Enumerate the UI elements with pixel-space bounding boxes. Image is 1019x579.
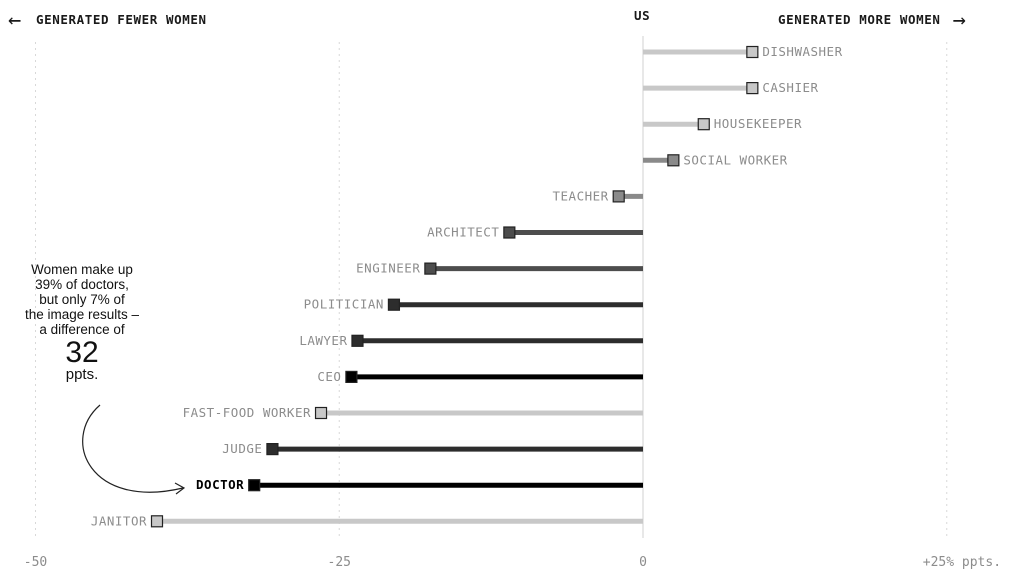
x-tick-label: -25 [328, 555, 351, 570]
annotation-unit: ppts. [65, 366, 99, 383]
category-label: SOCIAL WORKER [683, 152, 787, 167]
annotation-line-5: a difference of [39, 322, 125, 337]
marker [266, 443, 279, 456]
annotation-line-4: the image results – [24, 307, 140, 322]
tick-layer: -50 -25 0 +25% ppts. [24, 555, 1001, 570]
marker [387, 298, 401, 311]
marker [351, 334, 364, 347]
marker [424, 262, 437, 275]
x-tick-label: -50 [24, 555, 47, 570]
marker [667, 154, 680, 167]
right-arrow-icon: → [952, 8, 967, 33]
doctor-annotation: Women make up 39% of doctors, but only 7… [16, 262, 148, 382]
category-label: HOUSEKEEPER [714, 116, 802, 131]
category-label: POLITICIAN [304, 297, 384, 312]
x-tick-label: 0 [639, 555, 647, 570]
marker [697, 118, 710, 131]
marker [150, 515, 164, 528]
category-label: TEACHER [553, 188, 609, 203]
right-direction-text: GENERATED MORE WOMEN [778, 12, 941, 27]
annotation-line-3: but only 7% of [39, 292, 125, 307]
category-label: DOCTOR [196, 477, 244, 492]
left-arrow-icon: ← [8, 8, 22, 33]
marker [314, 406, 328, 420]
marker [746, 45, 759, 59]
marker [248, 479, 261, 492]
category-label: LAWYER [299, 333, 347, 348]
category-label: JANITOR [91, 513, 147, 528]
grid-layer [35, 36, 948, 538]
marker [746, 81, 759, 95]
annotation-line-2: 39% of doctors, [35, 277, 129, 292]
category-label: ARCHITECT [427, 225, 499, 240]
marker [612, 190, 625, 203]
curved-arrow [82, 404, 184, 493]
annotation-number: 32 [65, 336, 99, 369]
category-label: ENGINEER [356, 261, 420, 276]
category-label: JUDGE [222, 441, 262, 456]
category-label: CASHIER [762, 80, 818, 95]
marker [503, 226, 516, 239]
marker [345, 370, 358, 383]
label-layer: DISHWASHER CASHIER HOUSEKEEPER SOCIAL WORKE… [91, 44, 842, 528]
left-direction-text: GENERATED FEWER WOMEN [36, 12, 207, 27]
curved-arrow-head [174, 482, 186, 495]
right-direction-label: GENERATED MORE WOMEN → [778, 8, 967, 33]
center-label: US [634, 8, 651, 23]
left-direction-label: ← GENERATED FEWER WOMEN [8, 8, 207, 33]
category-label: DISHWASHER [762, 44, 842, 59]
x-tick-label: +25% ppts. [923, 555, 1001, 570]
annotation-line-1: Women make up [31, 262, 133, 277]
bar-layer [150, 45, 759, 528]
category-label: CEO [317, 369, 341, 384]
category-label: FAST-FOOD WORKER [183, 405, 311, 420]
